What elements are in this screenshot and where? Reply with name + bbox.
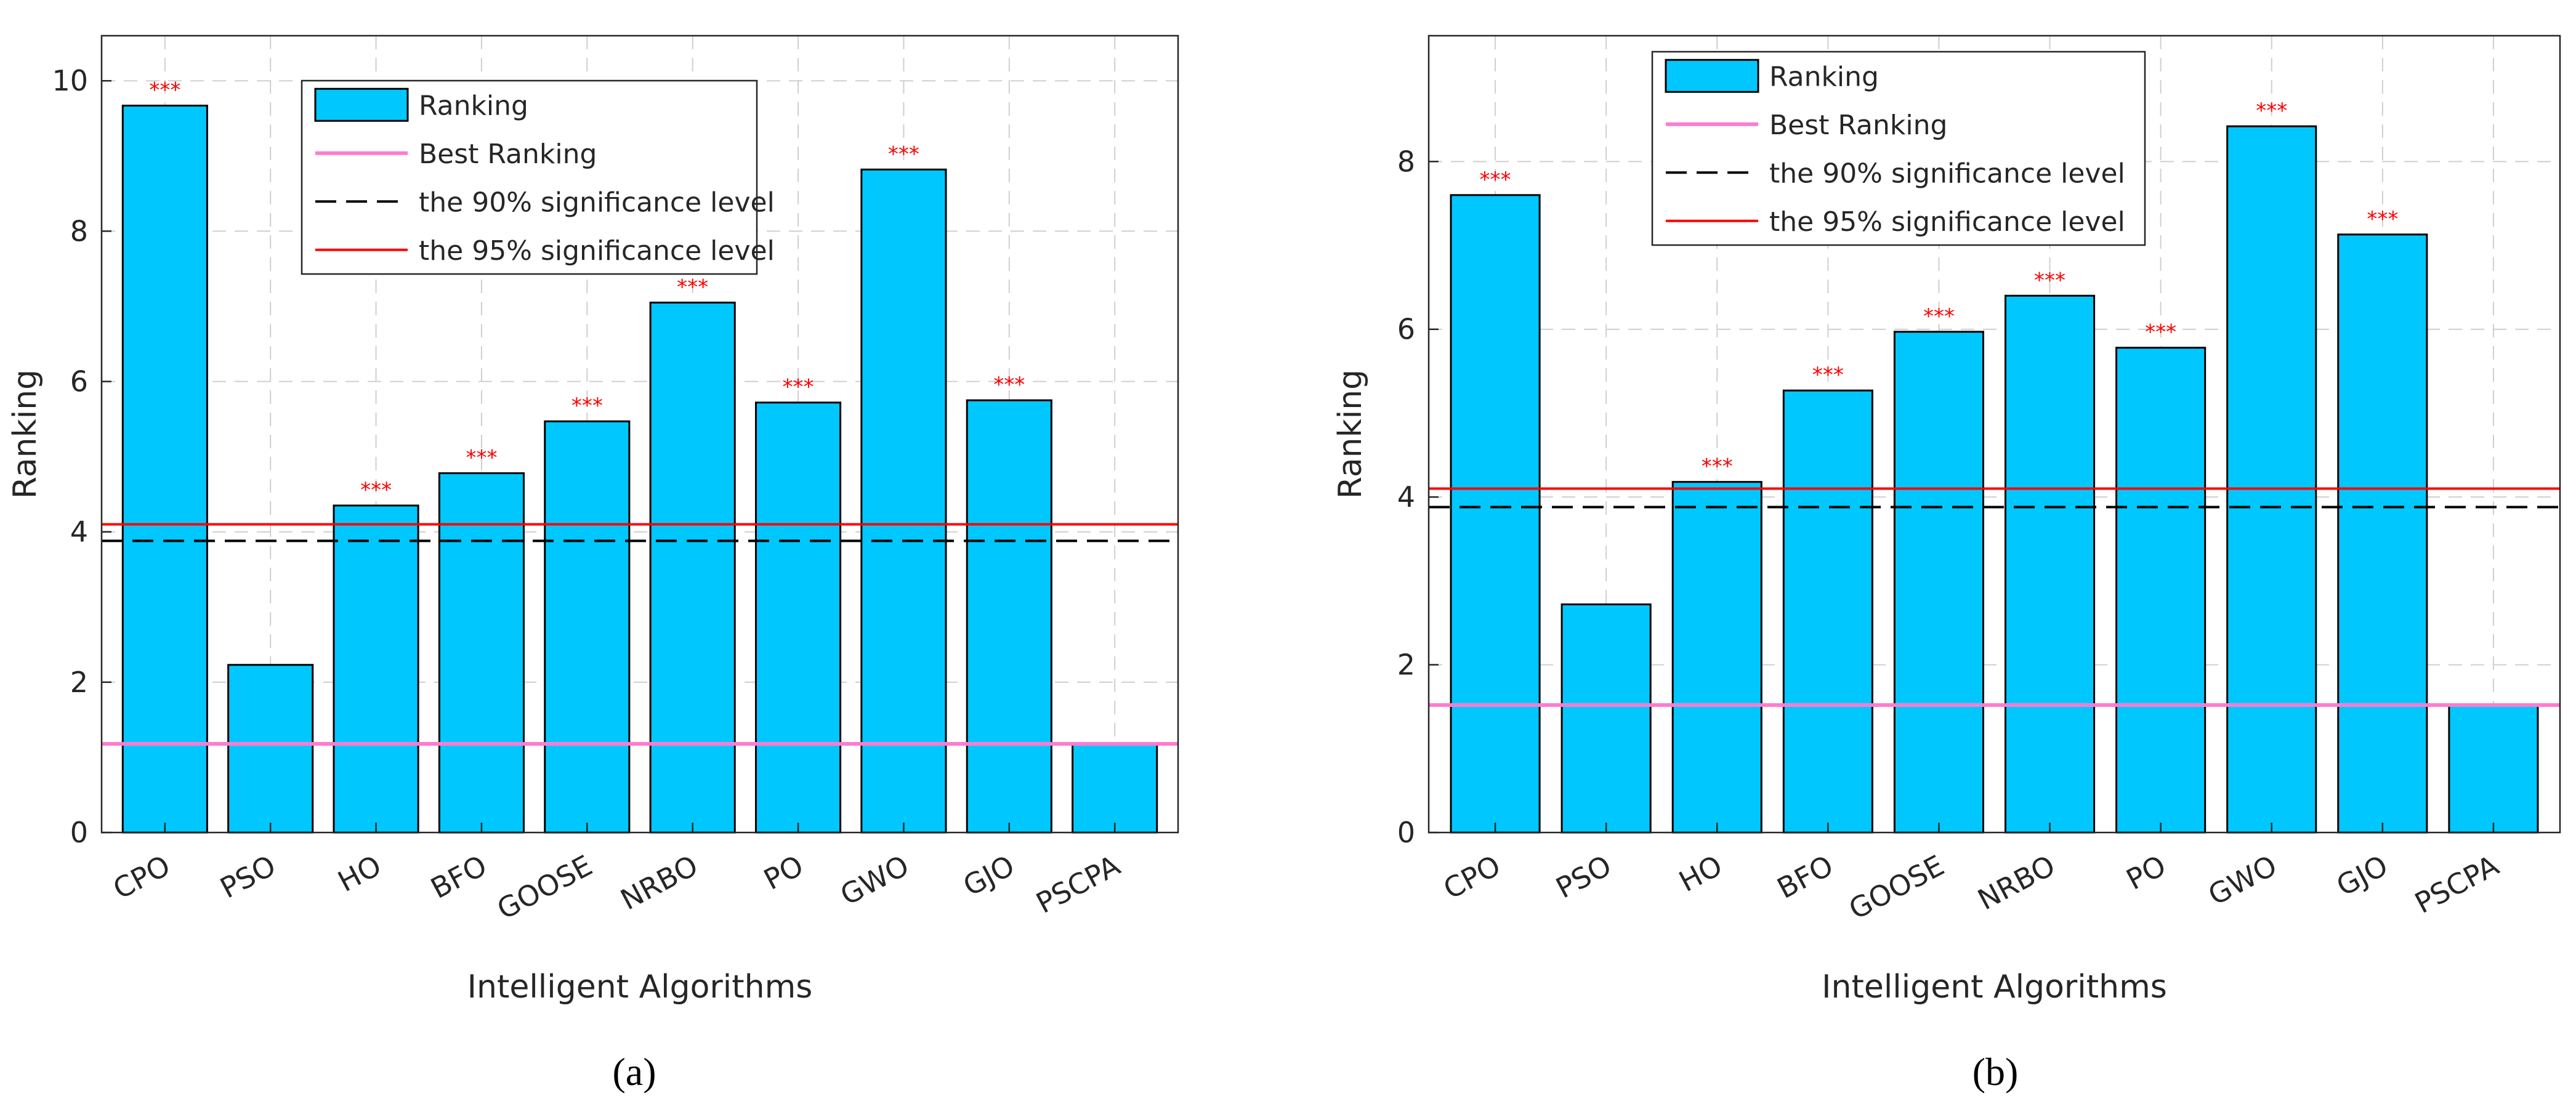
significance-marker: *** (1702, 454, 1733, 479)
y-axis-label: Ranking (7, 369, 44, 499)
x-tick-label: BFO (1772, 849, 1839, 905)
bar-po (755, 401, 842, 834)
bar-gjo (966, 399, 1052, 834)
x-tick-label: PSCPA (2409, 849, 2504, 920)
x-tick-label: GJO (958, 849, 1020, 903)
legend-label: Ranking (419, 90, 528, 121)
axes-box (1427, 34, 2561, 834)
panel-caption: (a) (612, 1050, 656, 1094)
x-tick-label: GOOSE (1843, 849, 1949, 926)
significance-marker: *** (1812, 363, 1844, 387)
x-tick-label: PSO (1551, 849, 1617, 905)
significance-marker: *** (360, 478, 392, 502)
significance-marker: *** (1923, 304, 1955, 329)
bar-ho (1671, 481, 1762, 834)
y-tick-label: 2 (1397, 648, 1415, 682)
bar-goose (544, 420, 631, 834)
legend-label: the 95% significance level (1769, 206, 2125, 238)
bar-gjo (2337, 233, 2428, 834)
bar-bfo (438, 472, 525, 834)
significance-marker: *** (571, 393, 603, 418)
bar-cpo (1450, 194, 1541, 834)
legend: Ranking Best Ranking the 90% significance … (301, 79, 775, 275)
chart-panel-a: *** *** *** *** *** *** *** *** 0 2 4 6 8 10 CPO PSO HO B… (7, 34, 1179, 1094)
legend-label: the 95% significance level (419, 235, 775, 267)
bar-pscpa (1072, 743, 1158, 834)
significance-marker: *** (2256, 99, 2287, 123)
significance-marker: *** (2367, 207, 2398, 232)
significance-marker: *** (149, 78, 180, 103)
legend-swatch-ranking (314, 87, 409, 122)
bar-gwo (2226, 125, 2317, 834)
x-axis-label: Intelligent Algorithms (467, 969, 813, 1006)
x-tick-label: NRBO (1972, 849, 2061, 916)
bar-goose (1893, 331, 1984, 834)
legend-label: Best Ranking (419, 139, 597, 170)
y-tick-label: 0 (70, 816, 88, 849)
legend-label: the 90% significance level (419, 187, 775, 218)
significance-marker: *** (783, 375, 814, 400)
chart-panel-b: *** *** *** *** *** *** *** *** 0 2 4 6 8 CPO PSO HO BFO… (1332, 34, 2561, 1094)
x-tick-label: GWO (2203, 849, 2282, 912)
y-tick-label: 4 (1397, 480, 1415, 514)
x-tick-label: PO (2121, 849, 2171, 897)
y-axis-label: Ranking (1332, 369, 1369, 499)
x-tick-label: CPO (108, 849, 176, 906)
legend-label: Ranking (1769, 61, 1879, 92)
y-tick-label: 8 (70, 214, 88, 248)
bar-pscpa (2448, 704, 2539, 834)
x-tick-label: HO (1674, 849, 1728, 898)
bar-cpo (121, 105, 208, 834)
legend-swatch-ranking (1665, 58, 1759, 93)
significance-marker: *** (1480, 167, 1511, 192)
x-tick-label: BFO (426, 849, 493, 905)
y-tick-label: 8 (1397, 145, 1415, 178)
x-tick-label: PSO (215, 849, 281, 905)
y-tick-label: 6 (1397, 313, 1415, 346)
y-tick-label: 4 (70, 515, 88, 549)
significance-marker: *** (888, 142, 919, 166)
panel-caption: (b) (1972, 1050, 2019, 1094)
significance-marker: *** (993, 373, 1025, 397)
significance-marker: *** (677, 275, 708, 299)
x-tick-label: HO (333, 849, 387, 898)
x-tick-label: PSCPA (1031, 849, 1126, 920)
legend-label: Best Ranking (1769, 110, 1947, 141)
x-tick-label: GOOSE (491, 849, 597, 926)
x-tick-label: PO (758, 849, 809, 897)
y-tick-label: 0 (1397, 816, 1415, 849)
axes-box (100, 34, 1179, 834)
bar-pso (1561, 603, 1652, 834)
bar-po (2115, 347, 2207, 834)
significance-marker: *** (2034, 268, 2065, 292)
x-axis-label: Intelligent Algorithms (1822, 969, 2167, 1006)
bar-nrbo (649, 301, 736, 834)
significance-marker: *** (466, 445, 497, 470)
bar-ho (333, 504, 419, 834)
y-tick-label: 6 (70, 365, 88, 398)
x-tick-label: GWO (835, 849, 915, 912)
x-tick-label: NRBO (615, 849, 703, 916)
x-tick-label: GJO (2331, 849, 2393, 903)
x-tick-label: CPO (1438, 849, 1506, 906)
bar-gwo (860, 168, 947, 834)
bar-pso (227, 664, 314, 834)
bar-nrbo (2005, 294, 2096, 834)
bar-bfo (1782, 389, 1873, 834)
legend: Ranking Best Ranking the 90% significance … (1651, 50, 2146, 246)
significance-marker: *** (2145, 320, 2176, 345)
y-tick-label: 2 (70, 666, 88, 699)
y-tick-label: 10 (52, 64, 88, 97)
legend-label: the 90% significance level (1769, 158, 2125, 189)
